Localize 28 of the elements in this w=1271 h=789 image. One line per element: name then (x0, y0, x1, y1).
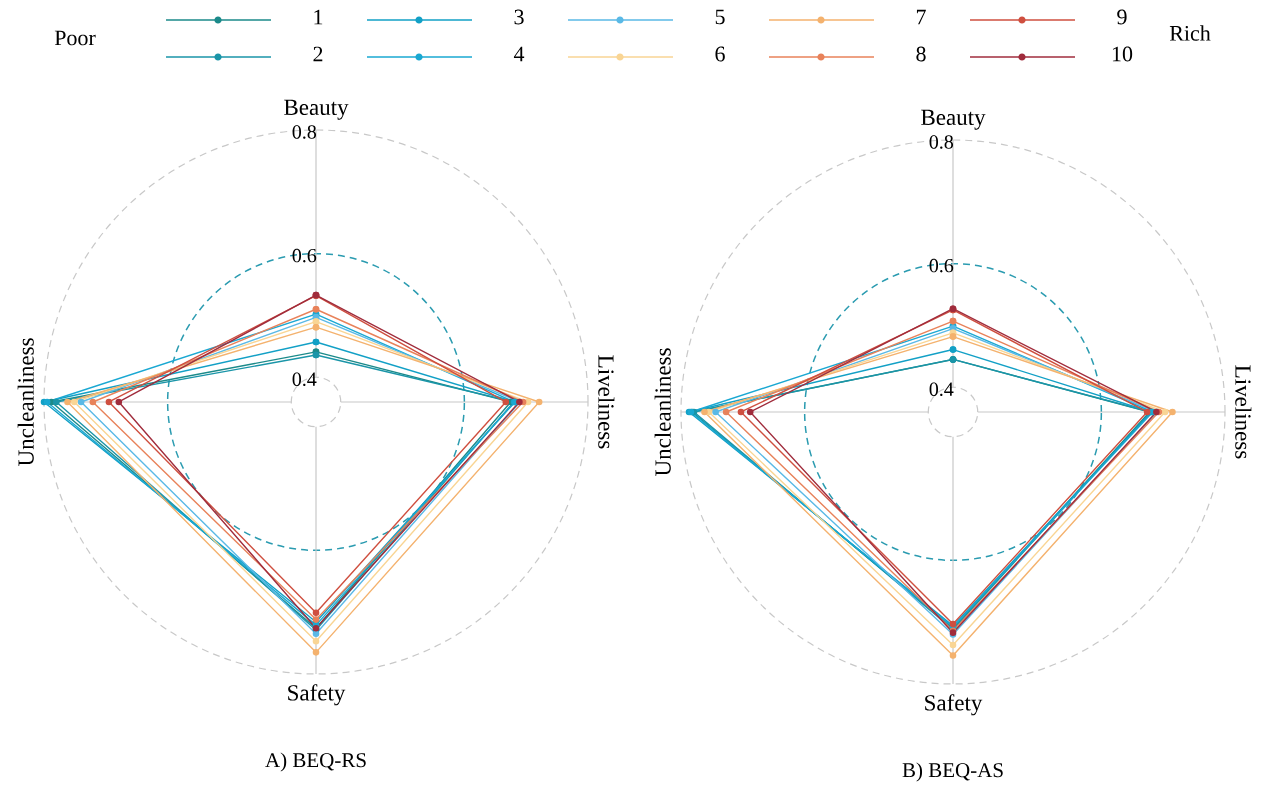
y-tick-label: 0.8 (292, 125, 317, 139)
legend-label: 3 (514, 9, 524, 25)
spoke-label: Liveliness (1235, 365, 1252, 459)
legend-label: 2 (313, 46, 323, 62)
legend-label: 7 (916, 9, 926, 25)
text: A) BEQ-RS (265, 752, 366, 772)
legend-label: 4 (513, 46, 525, 62)
legend-label: 9 (1117, 9, 1127, 25)
spoke-label: Safety (925, 694, 983, 716)
spoke-label: Safety (288, 684, 346, 706)
y-tick-label: 0.6 (929, 258, 954, 273)
spoke-label: Uncleanliness (654, 348, 671, 477)
legend-label: 5 (715, 9, 725, 25)
legend-label: 1 (314, 9, 323, 25)
y-tick-label: 0.6 (292, 248, 317, 263)
spoke-label: Liveliness (598, 355, 615, 449)
text: Rich (1169, 25, 1211, 41)
text: Poor (54, 30, 96, 46)
legend-label: 8 (916, 46, 926, 62)
text: B) BEQ-AS (902, 762, 1003, 782)
y-tick-label: 0.8 (929, 135, 954, 149)
legend-label: 10 (1112, 46, 1133, 62)
y-tick-label: 0.4 (292, 372, 317, 387)
spoke-label: Uncleanliness (17, 338, 34, 467)
spoke-label: Beauty (284, 99, 349, 120)
y-tick-label: 0.4 (929, 382, 954, 397)
legend-label: 6 (715, 46, 725, 62)
spoke-label: Beauty (921, 109, 986, 130)
